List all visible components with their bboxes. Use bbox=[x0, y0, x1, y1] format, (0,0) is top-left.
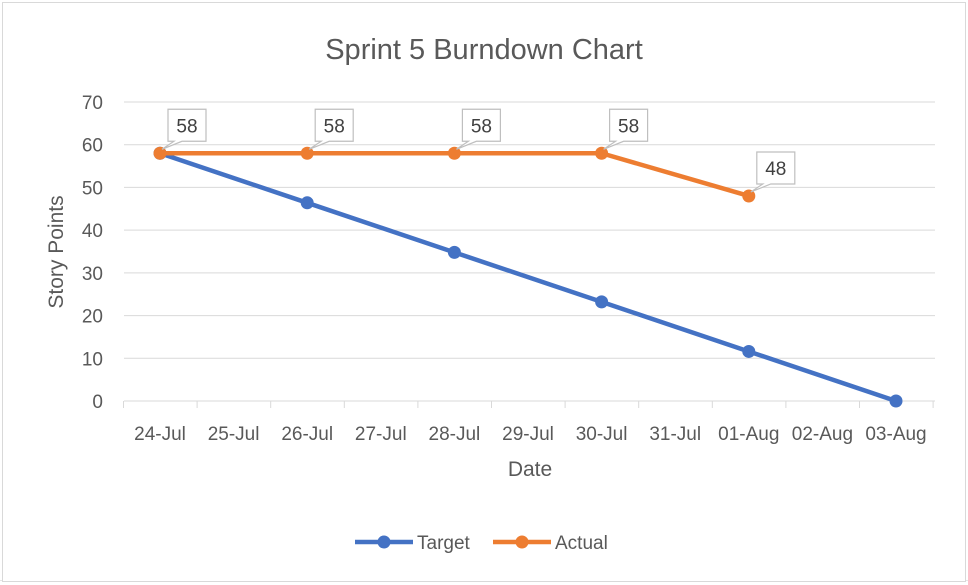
data-label-callout: 58 bbox=[603, 108, 649, 150]
callout-box bbox=[750, 151, 796, 193]
data-label: 58 bbox=[324, 116, 345, 137]
legend-marker-target bbox=[377, 535, 391, 549]
legend-item-actual[interactable]: Actual bbox=[493, 533, 608, 554]
y-tick-label: 20 bbox=[82, 307, 103, 328]
x-tick-label: 24-Jul bbox=[134, 424, 186, 445]
callout-box bbox=[308, 108, 354, 150]
y-axis-ticks: 0 10 20 30 40 50 60 70 bbox=[82, 93, 103, 413]
data-label-callout: 48 bbox=[750, 151, 796, 193]
data-label: 48 bbox=[765, 159, 786, 180]
y-tick-label: 10 bbox=[82, 349, 103, 370]
y-tick-label: 70 bbox=[82, 93, 103, 114]
x-tick-label: 01-Aug bbox=[718, 424, 779, 445]
data-point-actual[interactable] bbox=[153, 146, 167, 160]
y-tick-label: 30 bbox=[82, 264, 103, 285]
x-tick-label: 26-Jul bbox=[281, 424, 333, 445]
chart-title: Sprint 5 Burndown Chart bbox=[325, 34, 643, 66]
callout-box bbox=[161, 108, 207, 150]
y-tick-label: 0 bbox=[92, 392, 103, 413]
callout-box bbox=[456, 108, 501, 150]
callout-box bbox=[603, 108, 649, 150]
series-line-target bbox=[159, 151, 897, 404]
x-tick-label: 25-Jul bbox=[208, 424, 260, 445]
data-label-callout: 58 bbox=[456, 108, 501, 150]
data-point-target[interactable] bbox=[742, 344, 756, 358]
x-tick-label: 03-Aug bbox=[865, 424, 926, 445]
data-point-target[interactable] bbox=[889, 394, 903, 408]
x-tick-label: 31-Jul bbox=[649, 424, 701, 445]
x-tick-label: 27-Jul bbox=[355, 424, 407, 445]
data-point-actual[interactable] bbox=[742, 189, 756, 203]
legend-label-target: Target bbox=[417, 533, 471, 554]
data-point-target[interactable] bbox=[300, 196, 314, 210]
y-tick-label: 60 bbox=[82, 136, 103, 157]
data-label-callout: 58 bbox=[161, 108, 207, 150]
legend[interactable]: Target Actual bbox=[355, 533, 608, 554]
legend-item-target[interactable]: Target bbox=[355, 533, 471, 554]
x-tick-label: 29-Jul bbox=[502, 424, 554, 445]
data-point-target[interactable] bbox=[447, 245, 461, 259]
x-axis-title: Date bbox=[508, 458, 552, 481]
x-tick-label: 30-Jul bbox=[576, 424, 628, 445]
y-tick-label: 40 bbox=[82, 221, 103, 242]
data-point-target[interactable] bbox=[595, 295, 609, 309]
data-point-actual[interactable] bbox=[447, 146, 461, 160]
gridlines bbox=[124, 101, 935, 359]
y-axis-title: Story Points bbox=[45, 195, 68, 308]
data-label: 58 bbox=[176, 116, 197, 137]
x-axis bbox=[123, 400, 935, 408]
data-point-actual[interactable] bbox=[300, 146, 314, 160]
data-label-callout: 58 bbox=[308, 108, 354, 150]
x-tick-label: 02-Aug bbox=[792, 424, 853, 445]
data-label: 58 bbox=[618, 116, 639, 137]
x-tick-label: 28-Jul bbox=[429, 424, 481, 445]
data-labels-layer: 58 58 58 58 48 bbox=[161, 108, 796, 193]
data-label: 58 bbox=[471, 116, 492, 137]
legend-label-actual: Actual bbox=[555, 533, 608, 554]
legend-marker-actual bbox=[515, 535, 529, 549]
x-axis-ticks: 24-Jul 25-Jul 26-Jul 27-Jul 28-Jul 29-Jul 30-J… bbox=[134, 424, 927, 445]
y-tick-label: 50 bbox=[82, 178, 103, 199]
series-layer bbox=[153, 146, 903, 408]
data-point-actual[interactable] bbox=[595, 146, 609, 160]
